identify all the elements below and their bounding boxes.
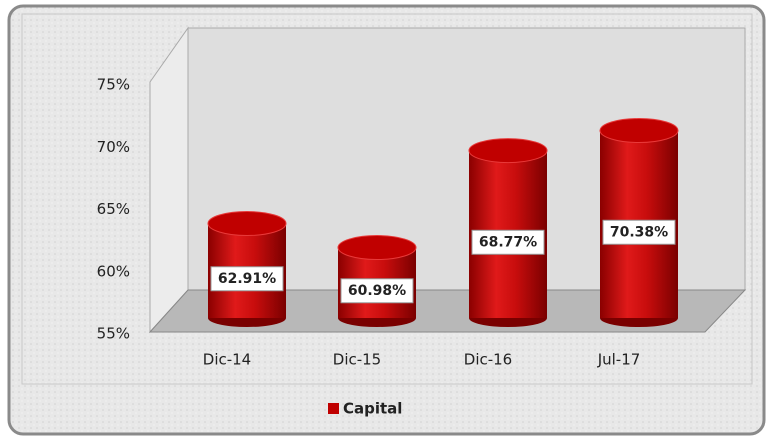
y-tick-label: 60% bbox=[97, 262, 130, 280]
bar-top bbox=[468, 138, 548, 164]
x-tick-label: Dic-15 bbox=[333, 351, 381, 369]
value-label: 68.77% bbox=[479, 234, 537, 250]
y-tick-label: 75% bbox=[97, 76, 130, 94]
bar-top bbox=[599, 118, 679, 144]
side-wall bbox=[149, 26, 189, 334]
legend-label: Capital bbox=[343, 400, 402, 418]
bar bbox=[468, 138, 548, 327]
value-label: 70.38% bbox=[610, 224, 668, 240]
bar-top bbox=[337, 235, 417, 261]
y-tick-label: 65% bbox=[97, 200, 130, 218]
y-tick-label: 70% bbox=[97, 138, 130, 156]
bar-top bbox=[207, 211, 287, 237]
value-label: 62.91% bbox=[218, 271, 276, 287]
y-tick-label: 55% bbox=[97, 325, 130, 343]
value-label: 60.98% bbox=[348, 283, 406, 299]
floor bbox=[148, 289, 747, 333]
value-label-box bbox=[471, 229, 545, 255]
x-tick-label: Dic-16 bbox=[464, 351, 512, 369]
value-label-box bbox=[340, 278, 414, 304]
value-label-box bbox=[602, 219, 676, 245]
x-tick-label: Dic-14 bbox=[203, 351, 251, 369]
legend-swatch bbox=[328, 403, 339, 414]
value-label-box bbox=[210, 266, 284, 292]
x-tick-label: Jul-17 bbox=[597, 351, 641, 369]
